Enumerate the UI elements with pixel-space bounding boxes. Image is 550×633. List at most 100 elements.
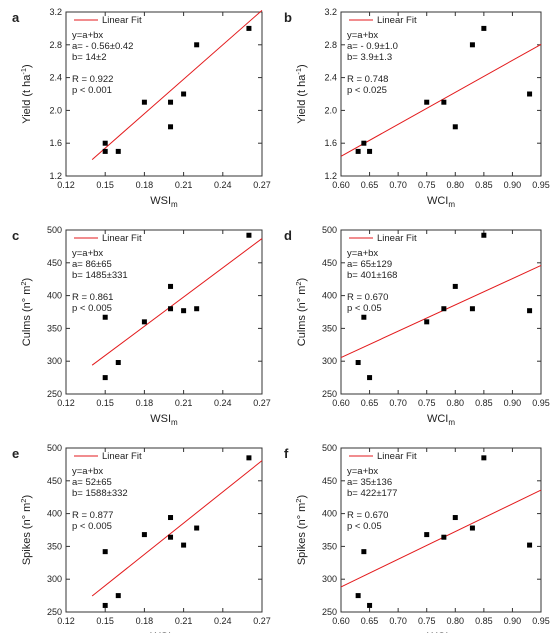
panel-f: f 0.60 0.65 0.70 0.75 0.80 0.85 0.90 0.95 250 300 3… (284, 443, 550, 633)
panel-b: b 0.60 0.65 0.70 0.75 0.80 0.85 0.90 0.95 1.2 1.6 2… (284, 7, 550, 209)
data-point (246, 25, 252, 31)
x-axis-title: WCIm (427, 413, 455, 427)
data-point (168, 99, 174, 105)
annotation-line: y=a+bx (347, 248, 378, 259)
linear-fit-line (91, 460, 263, 597)
x-tick-label: 0.80 (447, 398, 465, 408)
data-point (194, 306, 200, 312)
data-point (102, 314, 108, 320)
annotation-line: p < 0.025 (347, 85, 387, 96)
annotation-line: a= - 0.9±1.0 (347, 41, 398, 52)
annotation-line: b= 1588±332 (72, 488, 128, 499)
data-point (102, 375, 108, 381)
y-tick-label: 300 (322, 356, 337, 366)
y-tick-label: 350 (47, 323, 62, 333)
legend-label: Linear Fit (102, 451, 142, 462)
x-tick-label: 0.90 (504, 616, 522, 626)
panel-letter: e (12, 446, 19, 461)
data-point (361, 314, 367, 320)
y-axis-title: Spikes (n° m2) (294, 495, 308, 565)
x-tick-label: 0.24 (214, 616, 232, 626)
y-tick-label: 400 (322, 291, 337, 301)
annotation-line: y=a+bx (347, 30, 378, 41)
x-tick-label: 0.90 (504, 398, 522, 408)
data-point (102, 602, 108, 608)
panel-letter: a (12, 10, 20, 25)
data-point (246, 455, 252, 461)
data-point (469, 525, 475, 531)
data-point (168, 124, 174, 130)
data-point (355, 148, 361, 154)
y-tick-label: 2.8 (324, 40, 337, 50)
plot-frame (340, 11, 542, 177)
legend-label: Linear Fit (102, 233, 142, 244)
panel-a: a 0.12 0.15 0.18 0.21 0.24 0.27 1.2 1.6 2.0 2.4 2.8… (12, 7, 271, 209)
data-point (527, 91, 533, 97)
y-tick-label: 2.8 (49, 40, 62, 50)
y-tick-label: 2.0 (49, 105, 62, 115)
data-point (141, 532, 147, 538)
annotation-line: R = 0.922 (72, 74, 113, 85)
y-tick-label: 250 (322, 607, 337, 617)
annotation-line: p < 0.005 (72, 521, 112, 532)
annotation-line: R = 0.861 (72, 292, 113, 303)
data-point (367, 375, 373, 381)
data-point (452, 515, 458, 521)
annotation-line: p < 0.001 (72, 85, 112, 96)
y-tick-label: 1.2 (49, 171, 62, 181)
x-axis-title: WSIm (150, 413, 178, 427)
x-tick-label: 0.75 (418, 616, 436, 626)
data-point (168, 306, 174, 312)
plot-frame (65, 11, 263, 177)
x-tick-label: 0.95 (532, 616, 550, 626)
y-tick-label: 250 (322, 389, 337, 399)
data-point (424, 532, 430, 538)
linear-fit-line (91, 238, 263, 366)
x-tick-label: 0.15 (96, 616, 114, 626)
x-tick-label: 0.18 (136, 398, 154, 408)
y-tick-label: 350 (322, 323, 337, 333)
annotation-line: a= 35±136 (347, 477, 392, 488)
annotation-line: b= 3.9±1.3 (347, 52, 392, 63)
x-tick-label: 0.27 (253, 398, 271, 408)
y-axis-title: Yield (t ha-1) (19, 64, 33, 123)
x-tick-label: 0.80 (447, 180, 465, 190)
data-point (367, 602, 373, 608)
data-point (424, 319, 430, 325)
x-tick-label: 0.75 (418, 398, 436, 408)
y-tick-label: 3.2 (324, 7, 337, 17)
legend-label: Linear Fit (377, 451, 417, 462)
data-point (424, 99, 430, 105)
annotation-line: p < 0.05 (347, 303, 382, 314)
annotation-line: b= 401±168 (347, 270, 397, 281)
annotation-line: R = 0.670 (347, 292, 388, 303)
x-tick-label: 0.24 (214, 180, 232, 190)
x-tick-label: 0.21 (175, 398, 193, 408)
x-axis-title: WSIm (150, 195, 178, 209)
y-tick-label: 2.0 (324, 105, 337, 115)
y-axis-title: Spikes (n° m2) (19, 495, 33, 565)
y-axis-title: Culms (n° m2) (19, 278, 33, 346)
y-tick-label: 450 (47, 258, 62, 268)
x-tick-label: 0.85 (475, 616, 493, 626)
y-tick-label: 500 (322, 225, 337, 235)
y-tick-label: 400 (322, 509, 337, 519)
data-point (481, 232, 487, 238)
x-tick-label: 0.60 (332, 398, 350, 408)
data-point (441, 99, 447, 105)
y-tick-label: 1.6 (49, 138, 62, 148)
data-point (181, 91, 187, 97)
data-point (115, 148, 121, 154)
linear-fit-line (340, 43, 542, 157)
data-point (452, 283, 458, 289)
data-point (141, 99, 147, 105)
linear-fit-line (340, 489, 542, 588)
data-point (168, 515, 174, 521)
annotation-line: a= 86±65 (72, 259, 112, 270)
y-tick-label: 450 (322, 476, 337, 486)
y-tick-label: 400 (47, 509, 62, 519)
y-tick-label: 450 (47, 476, 62, 486)
data-point (141, 319, 147, 325)
x-tick-label: 0.65 (361, 398, 379, 408)
x-tick-label: 0.90 (504, 180, 522, 190)
